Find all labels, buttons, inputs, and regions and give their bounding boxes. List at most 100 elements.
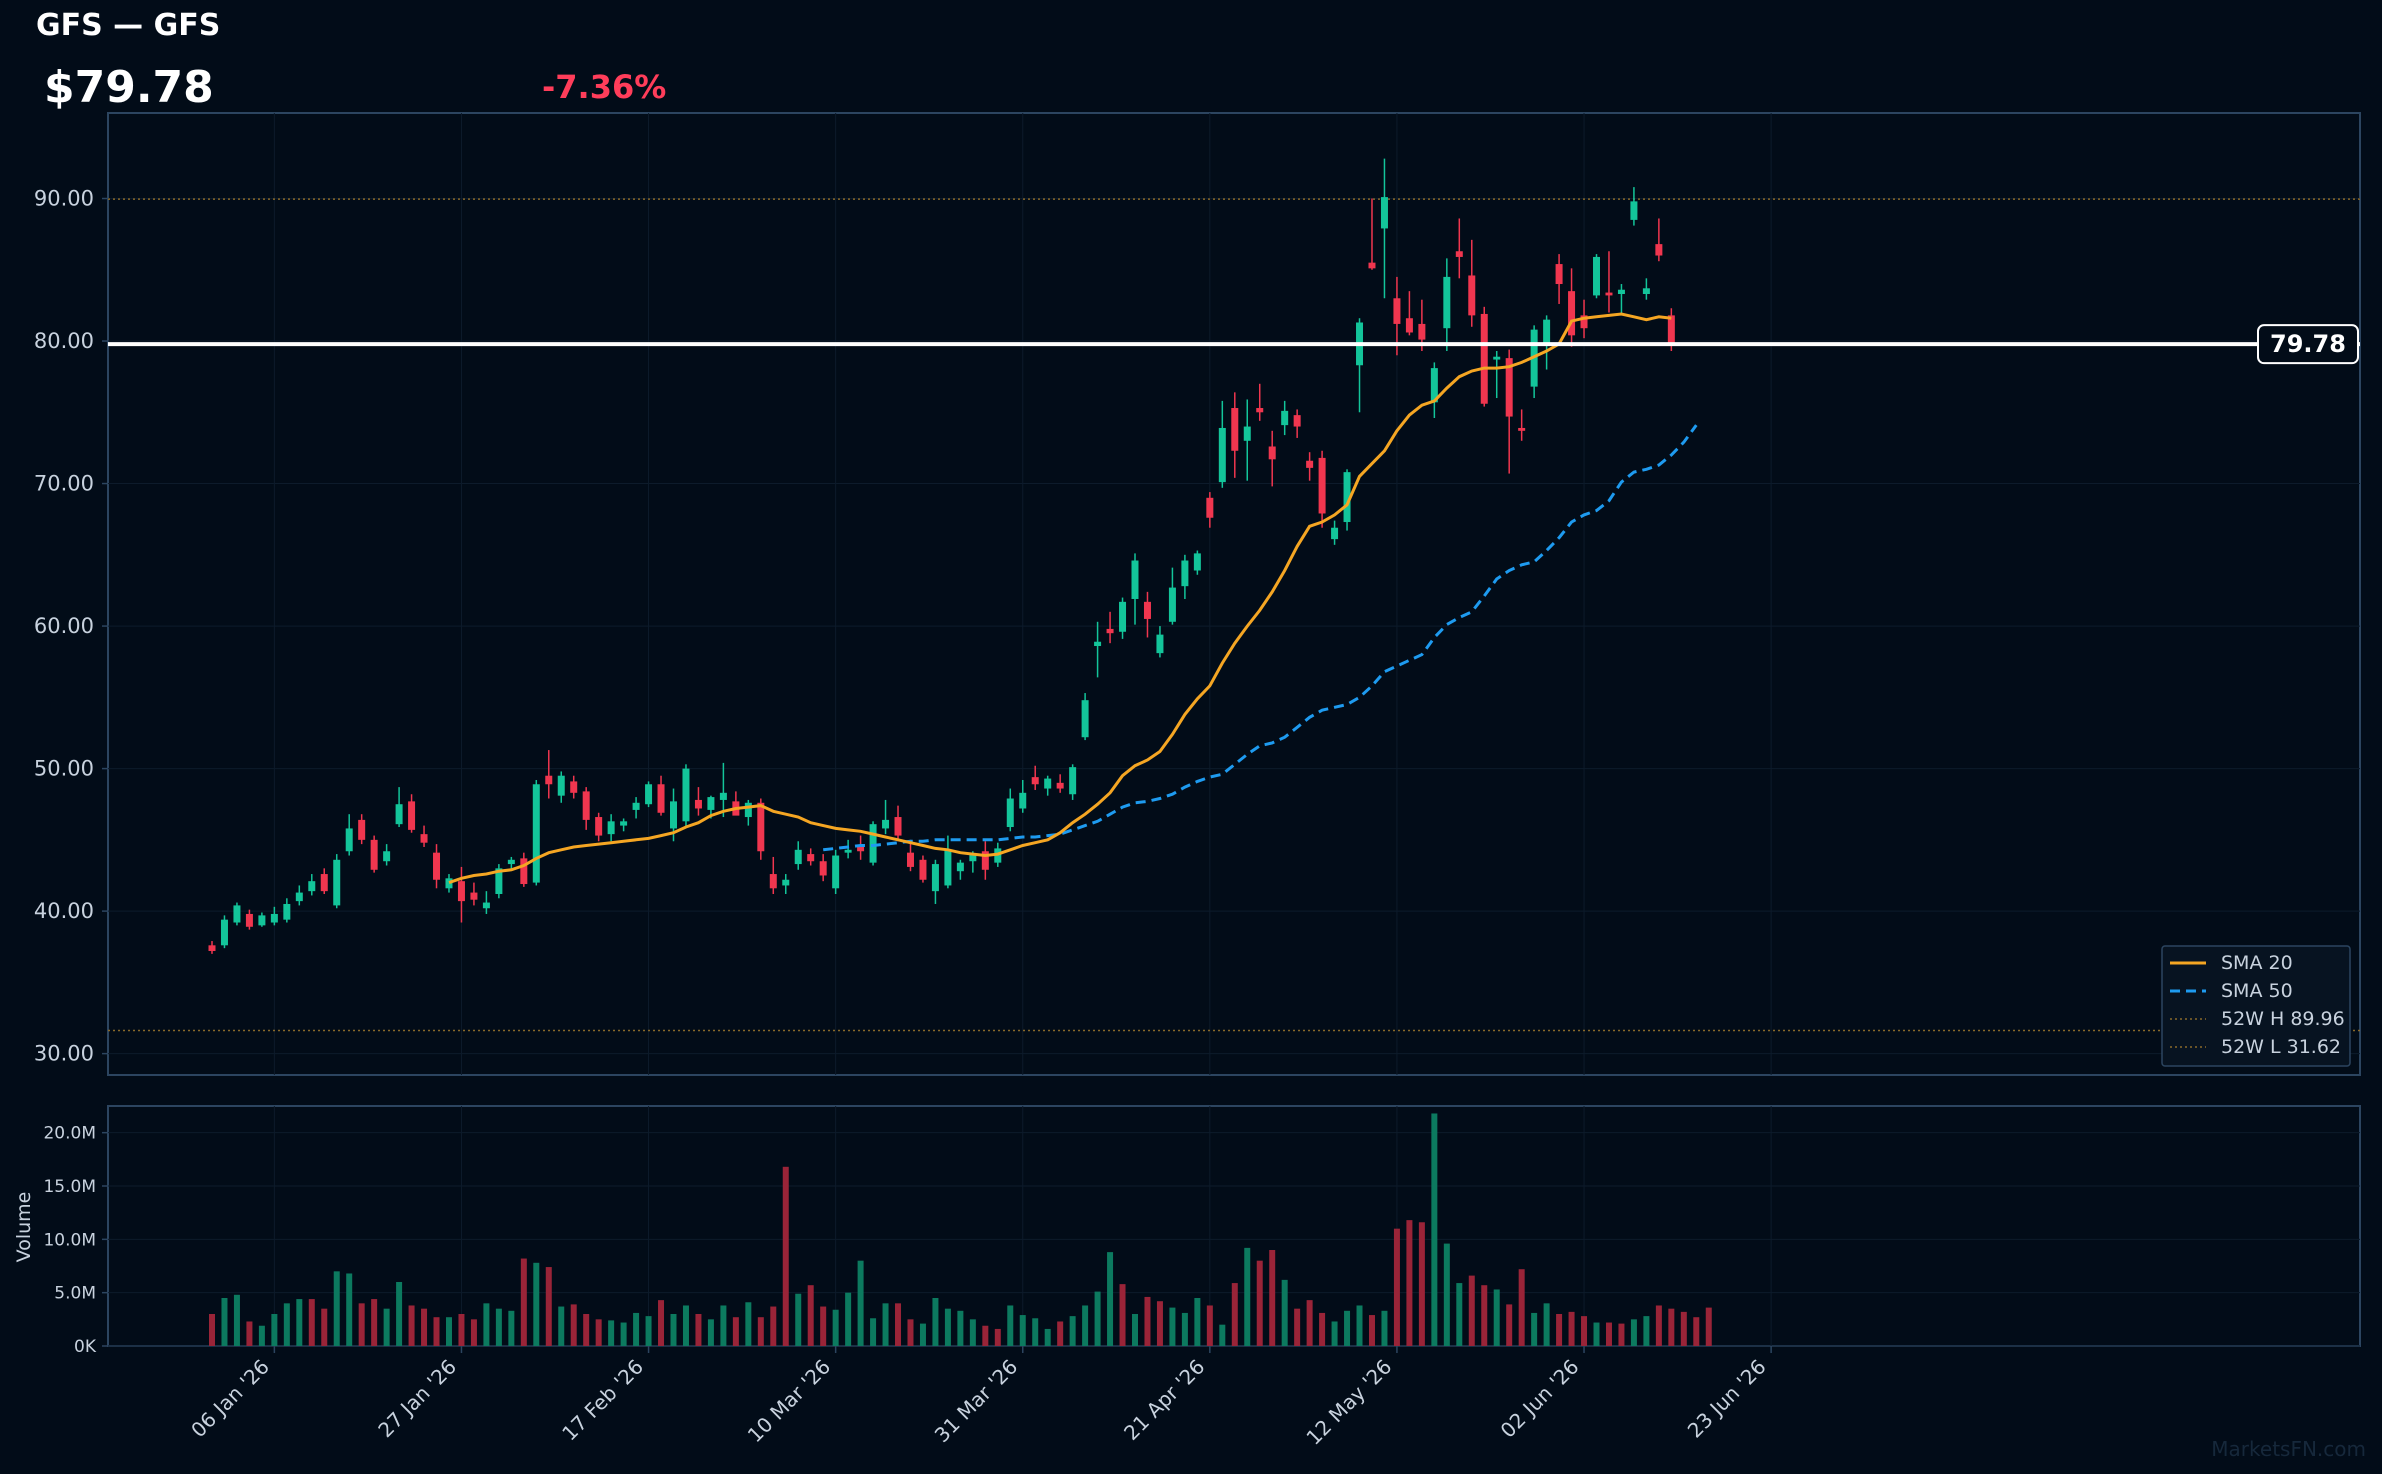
candle-body (657, 784, 665, 813)
volume-bar (396, 1282, 403, 1346)
candle-body (220, 919, 228, 946)
volume-bar (882, 1303, 889, 1346)
candles (208, 158, 1675, 954)
candle-body (358, 819, 366, 840)
volume-bar (520, 1258, 527, 1346)
candle-body (520, 858, 528, 885)
candle-body (1168, 587, 1176, 622)
volume-bar (1481, 1285, 1488, 1346)
candle-body (869, 824, 877, 863)
price-y-ticks: 30.00 40.00 50.00 60.00 70.00 80.00 90.00 (34, 187, 108, 1066)
volume-y-tick-label: 20.0M (43, 1124, 96, 1144)
volume-bar (720, 1305, 727, 1346)
volume-bar (209, 1314, 215, 1346)
candle-body (1430, 368, 1438, 403)
volume-bar (483, 1303, 490, 1346)
candle-body (457, 881, 465, 902)
last-price-marker: 79.78 (108, 324, 2360, 365)
candle-body (1605, 292, 1613, 296)
volume-bar (658, 1300, 665, 1346)
candle-body (1405, 318, 1413, 333)
volume-bar (832, 1309, 839, 1346)
volume-bar (1581, 1316, 1588, 1346)
volume-bar (558, 1306, 565, 1346)
candle-body (245, 913, 253, 927)
x-tick-label: 21 Apr '26 (1119, 1355, 1209, 1445)
candle-body (1031, 777, 1039, 785)
candle-body (981, 851, 989, 870)
volume-bar (807, 1285, 814, 1346)
candle-body (283, 903, 291, 920)
volume-bar (620, 1322, 627, 1346)
volume-bar (1605, 1322, 1612, 1346)
current-price: $79.78 (44, 62, 214, 113)
candle-body (1306, 460, 1314, 468)
candle-body (470, 892, 478, 900)
candle-body (1156, 634, 1164, 654)
volume-bar (1693, 1317, 1700, 1346)
volume-bar (1630, 1319, 1637, 1346)
candle-body (944, 849, 952, 886)
candle-body (1044, 778, 1052, 789)
volume-bar (1418, 1222, 1425, 1346)
candle-body (1281, 410, 1289, 426)
volume-bar (1107, 1252, 1114, 1346)
volume-bar (1431, 1113, 1438, 1346)
candle-body (1331, 527, 1339, 540)
candle-body (707, 797, 715, 810)
volume-bar (271, 1314, 278, 1346)
volume-bar (932, 1298, 939, 1346)
volume-bar (1668, 1308, 1675, 1346)
price-y-tick-label: 70.00 (34, 472, 94, 496)
candle-body (1555, 264, 1563, 285)
volume-bar (321, 1308, 328, 1346)
volume-bar (1680, 1311, 1687, 1346)
volume-bar (1531, 1312, 1538, 1346)
volume-bar (670, 1314, 677, 1346)
candle-body (919, 859, 927, 880)
candle-body (757, 802, 765, 852)
price-grid (108, 113, 2360, 1075)
candle-body (620, 821, 628, 826)
candle-body (956, 862, 964, 872)
volume-bar (1381, 1310, 1388, 1346)
candle-body (507, 859, 515, 865)
candle-body (1568, 291, 1576, 336)
candle-body (208, 945, 216, 952)
volume-bar (820, 1306, 827, 1346)
candle-body (632, 802, 640, 810)
volume-bar (608, 1320, 615, 1346)
candle-body (1543, 319, 1551, 344)
volume-bar (1643, 1316, 1650, 1346)
volume-bar (944, 1308, 951, 1346)
sma50-line (823, 424, 1698, 852)
volume-bar (470, 1319, 477, 1346)
volume-bar (333, 1271, 340, 1346)
volume-y-tick-label: 0K (74, 1337, 97, 1357)
volume-grid (108, 1106, 2360, 1347)
candle-body (769, 874, 777, 889)
volume-bar (221, 1298, 228, 1346)
candle-body (1380, 197, 1388, 229)
price-y-tick-label: 90.00 (34, 187, 94, 211)
candle-body (295, 892, 303, 902)
price-y-tick-label: 40.00 (34, 899, 94, 923)
candle-body (1468, 275, 1476, 316)
volume-bar (358, 1303, 365, 1346)
candle-body (1343, 472, 1351, 523)
volume-bar (1219, 1324, 1226, 1346)
volume-bar (795, 1293, 802, 1346)
volume-bar (645, 1316, 652, 1346)
volume-bar (1094, 1291, 1101, 1346)
volume-bar (1468, 1275, 1475, 1346)
volume-bar (1506, 1304, 1513, 1346)
volume-bar (1319, 1312, 1326, 1346)
candle-body (882, 819, 890, 829)
candle-body (1131, 560, 1139, 599)
candle-body (1580, 315, 1588, 329)
volume-bar (1082, 1305, 1089, 1346)
volume-bar (1568, 1311, 1575, 1346)
x-tick-label: 23 Jun '26 (1683, 1355, 1771, 1443)
volume-bar (1244, 1247, 1251, 1346)
volume-bar (371, 1299, 378, 1346)
